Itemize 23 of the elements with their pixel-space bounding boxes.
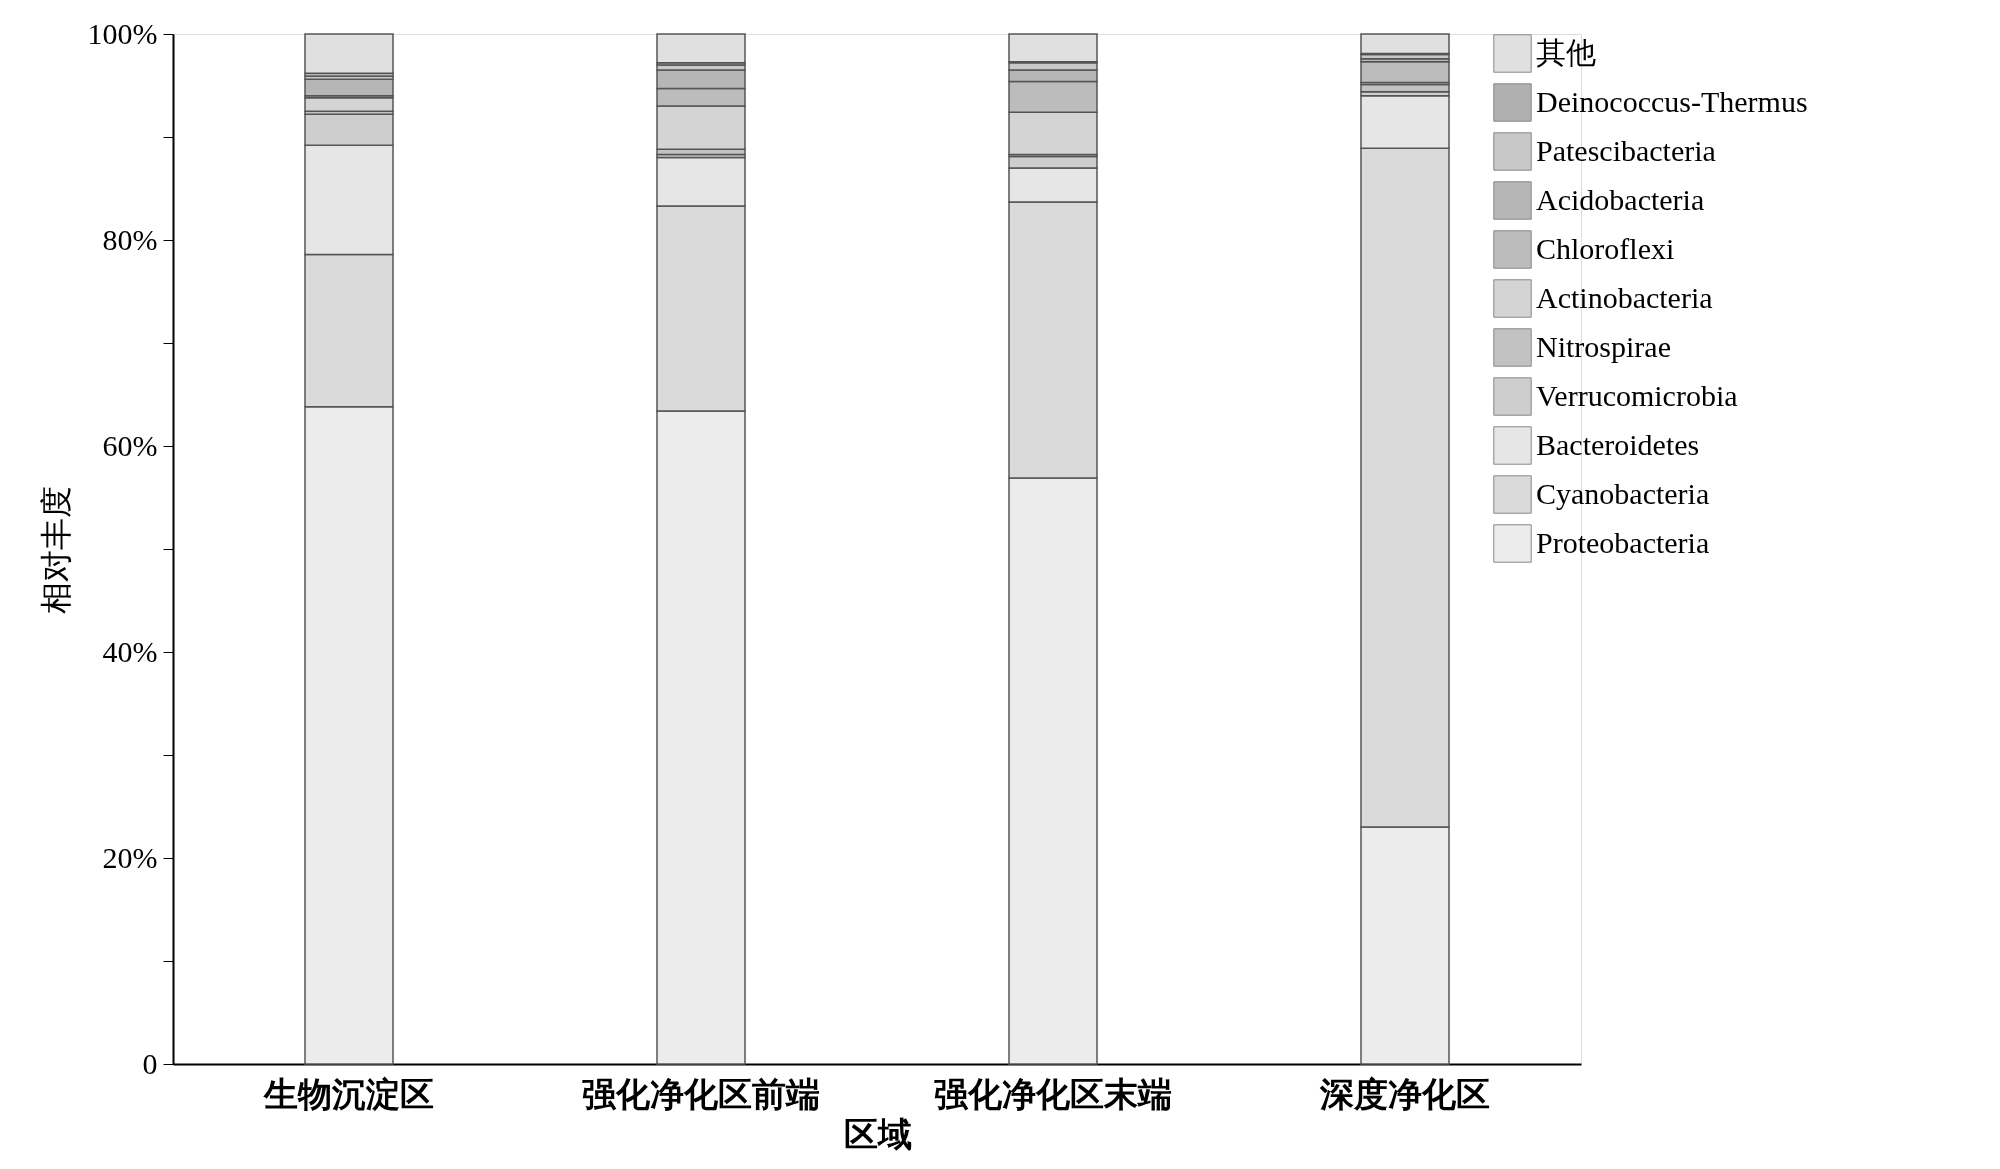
y-axis-title: 相对丰度 (37, 485, 74, 614)
legend-label: Cyanobacteria (1536, 476, 1710, 510)
legend-label: Actinobacteria (1536, 280, 1713, 314)
x-tick-label: 深度净化区 (1319, 1075, 1490, 1113)
legend-label: Chloroflexi (1536, 231, 1675, 265)
x-tick-label: 强化净化区前端 (582, 1075, 820, 1113)
legend-label: Bacteroidetes (1536, 427, 1700, 461)
legend-label: Deinococcus-Thermus (1536, 84, 1808, 118)
y-tick-label: 100% (87, 16, 158, 50)
y-tick-label: 20% (102, 840, 158, 874)
legend-label: Verrucomicrobia (1536, 378, 1738, 412)
x-tick-label: 强化净化区末端 (934, 1075, 1172, 1113)
y-tick-label: 0 (142, 1046, 158, 1080)
y-tick-label: 40% (102, 634, 158, 668)
y-tick-label: 60% (102, 428, 158, 462)
legend-label: Nitrospirae (1536, 329, 1671, 363)
legend-label: 其他 (1536, 35, 1596, 69)
legend-label: Acidobacteria (1536, 182, 1705, 216)
x-axis-title: 区域 (843, 1115, 912, 1153)
x-tick-label: 生物沉淀区 (263, 1075, 434, 1113)
legend-label: Patescibacteria (1536, 133, 1716, 167)
legend-label: Proteobacteria (1536, 525, 1710, 559)
y-tick-label: 80% (102, 222, 158, 256)
